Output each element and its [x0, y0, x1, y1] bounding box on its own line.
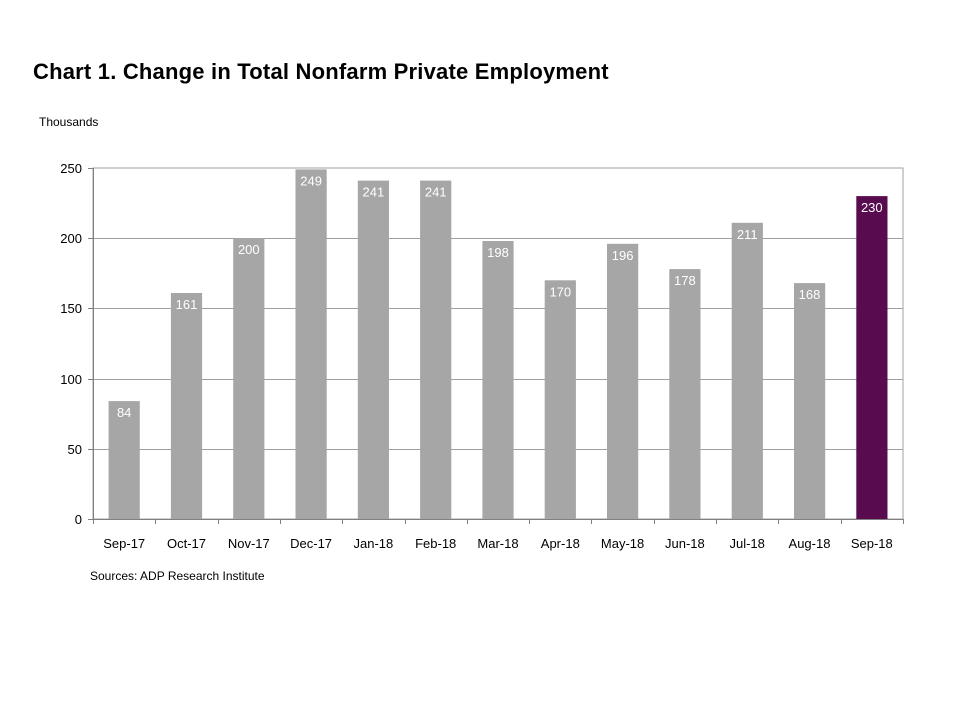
x-tick-label: Jan-18 [354, 536, 394, 551]
bar-may-18 [607, 243, 639, 520]
y-tick-label: 100 [60, 372, 82, 387]
x-tick-label: Feb-18 [415, 536, 456, 551]
source-note: Sources: ADP Research Institute [90, 569, 265, 583]
bar-sep-17 [108, 401, 140, 519]
data-label: 168 [799, 287, 821, 302]
bar-apr-18 [544, 280, 576, 519]
data-label: 198 [487, 245, 509, 260]
data-label: 170 [549, 284, 571, 299]
x-tick-label: Jun-18 [665, 536, 705, 551]
bar-nov-17 [233, 238, 265, 519]
data-label: 196 [612, 248, 634, 263]
data-label: 241 [363, 185, 385, 200]
x-tick-label: Apr-18 [541, 536, 580, 551]
chart-title: Chart 1. Change in Total Nonfarm Private… [33, 59, 609, 84]
x-tick-label: Nov-17 [228, 536, 270, 551]
x-tick-label: Sep-17 [103, 536, 145, 551]
x-tick-label: Dec-17 [290, 536, 332, 551]
data-label: 161 [176, 297, 198, 312]
x-tick-label: Jul-18 [729, 536, 764, 551]
y-tick-label: 0 [75, 512, 82, 527]
data-label: 178 [674, 273, 696, 288]
y-tick-label: 200 [60, 231, 82, 246]
bar-oct-17 [170, 293, 203, 519]
y-tick-label: 150 [60, 301, 82, 316]
x-tick-label: Mar-18 [477, 536, 518, 551]
bar-jan-18 [357, 180, 389, 519]
bar-feb-18 [420, 180, 452, 519]
bar-sep-18 [856, 196, 888, 519]
y-axis-label: Thousands [39, 115, 98, 129]
bar-jul-18 [731, 222, 763, 520]
x-tick-label: Aug-18 [789, 536, 831, 551]
x-tick-label: Oct-17 [167, 536, 206, 551]
x-tick-label: Sep-18 [851, 536, 893, 551]
axes: 0 50 100 150 200 250 Sep-17 Oct-17 Nov-17 Dec-17 J… [60, 161, 904, 551]
bar-dec-17 [295, 169, 327, 519]
data-label: 200 [238, 242, 260, 257]
data-label: 241 [425, 185, 447, 200]
bar-mar-18 [482, 241, 514, 519]
bar-aug-18 [794, 283, 826, 519]
data-label: 249 [300, 173, 322, 188]
data-label: 211 [737, 227, 758, 242]
bars: 84 161 200 249 241 241 198 170 196 178 211 168 230 [108, 169, 888, 520]
data-label: 84 [117, 405, 131, 420]
y-tick-label: 250 [60, 161, 82, 176]
y-tick-label: 50 [68, 442, 82, 457]
bar-jun-18 [669, 269, 701, 519]
x-tick-label: May-18 [601, 536, 644, 551]
data-label: 230 [861, 200, 883, 215]
